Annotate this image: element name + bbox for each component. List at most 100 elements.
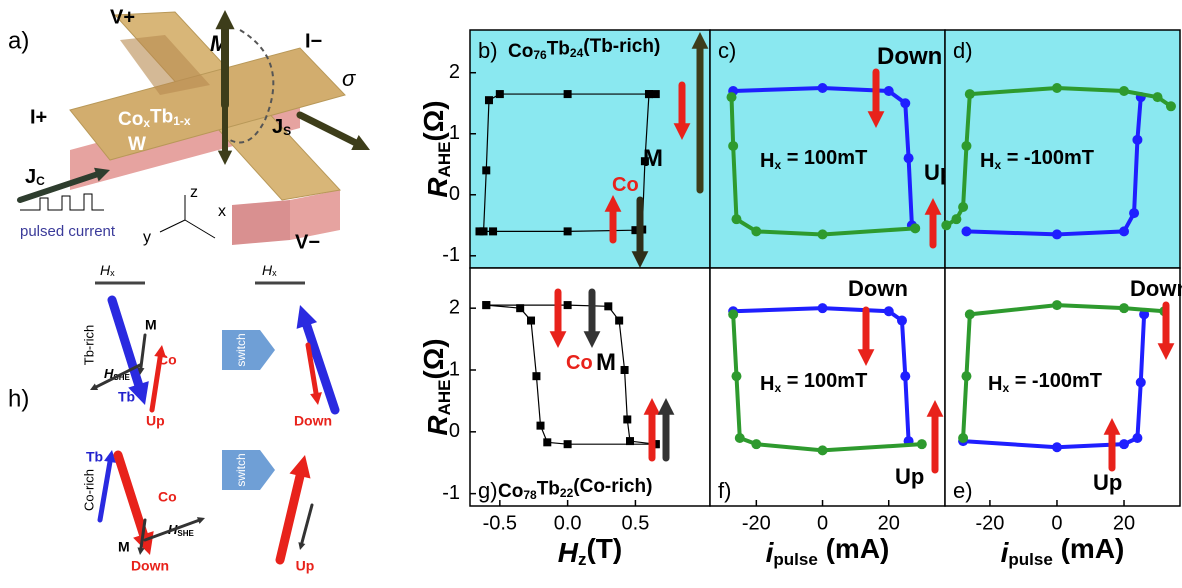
label-part: J <box>25 166 36 188</box>
label-part: Tb <box>150 107 173 128</box>
label-part: 76 <box>533 48 547 62</box>
x-tick-label: 0.5 <box>622 512 650 534</box>
panel-label: d) <box>953 38 973 63</box>
arrow-head <box>310 392 322 405</box>
arrow-head <box>926 400 944 417</box>
label: x <box>218 203 226 220</box>
label: z <box>190 184 198 201</box>
label-part: Down <box>1130 276 1182 301</box>
arrow-head <box>673 123 691 140</box>
label: Up <box>296 558 315 574</box>
panel-label: g) <box>478 478 498 503</box>
arrow-head <box>924 198 942 215</box>
point <box>620 366 629 374</box>
label: V+ <box>110 6 135 28</box>
slab-core <box>120 35 210 95</box>
arrow-head <box>137 547 145 555</box>
label: Down <box>294 413 332 429</box>
label-part: = -100mT <box>1009 370 1102 392</box>
label: I− <box>305 30 322 52</box>
point <box>951 214 962 225</box>
point <box>964 309 975 320</box>
point <box>1119 226 1130 237</box>
point <box>817 229 828 240</box>
label-part: Co <box>118 109 143 130</box>
label: h) <box>8 385 29 412</box>
point <box>728 309 739 320</box>
series-line <box>733 306 911 442</box>
point <box>644 90 653 99</box>
arrow-head <box>128 381 149 405</box>
point <box>817 303 828 314</box>
point <box>651 440 660 449</box>
label-part: Tb <box>537 479 560 500</box>
label: CoxTb1-x <box>118 107 191 131</box>
y-tick-label: 2 <box>449 296 460 318</box>
label-part: x <box>994 158 1001 172</box>
annotation: M <box>643 145 663 172</box>
label-part: M <box>596 349 616 376</box>
point <box>1051 82 1062 93</box>
label-part: = -100mT <box>1001 147 1094 169</box>
label-part: x <box>774 381 781 395</box>
axis-y <box>159 219 186 233</box>
annotation: Co <box>612 174 639 196</box>
point <box>1119 86 1130 97</box>
arrow-shaft <box>107 295 144 389</box>
point <box>1135 377 1146 388</box>
point <box>1129 208 1140 219</box>
label-part: x <box>774 158 781 172</box>
point <box>961 371 972 382</box>
annotation: Hx = -100mT <box>988 370 1102 395</box>
point <box>726 92 737 103</box>
label-part: pulse <box>773 550 817 569</box>
slab-side <box>290 190 340 240</box>
slab-side <box>232 200 290 245</box>
label-part: H <box>760 373 774 395</box>
panel-label: b) <box>478 38 498 63</box>
label-part: Co <box>498 481 523 502</box>
label: σ <box>342 66 356 91</box>
point <box>900 371 911 382</box>
arrow-shaft <box>302 320 340 415</box>
label: a) <box>8 27 29 54</box>
point <box>631 226 640 235</box>
switch-arrow <box>222 330 275 370</box>
arrow-head <box>857 349 875 366</box>
label: Hx <box>100 262 115 279</box>
arrow-head <box>583 331 601 348</box>
label-part: SHE <box>113 373 130 382</box>
y-tick-label: -1 <box>442 244 460 266</box>
label-part: x <box>1002 381 1009 395</box>
panel-label: f) <box>718 478 731 503</box>
x-tick-label: -20 <box>742 512 771 534</box>
series-line <box>962 314 1147 450</box>
panel-title: Co76Tb24(Tb-rich) <box>508 36 660 62</box>
series-line <box>729 97 916 237</box>
label-part: M <box>643 145 663 172</box>
panel-label: c) <box>718 38 736 63</box>
annotation: Hx = 100mT <box>760 370 867 395</box>
arrow-shaft <box>296 111 359 146</box>
label: Hx <box>262 262 277 279</box>
label-part: H <box>980 150 994 172</box>
point <box>640 157 649 166</box>
annotation: M <box>596 349 616 376</box>
label-part: Up <box>1093 470 1122 495</box>
arrow-head <box>1157 343 1175 360</box>
point <box>484 96 493 105</box>
arrow-head <box>657 398 675 415</box>
point <box>482 166 491 175</box>
label-part: R <box>422 415 453 436</box>
point <box>1051 442 1062 453</box>
series-line <box>961 303 1165 439</box>
point <box>916 439 927 450</box>
point <box>731 214 742 225</box>
point <box>817 82 828 93</box>
x-axis-label: ipulse (mA) <box>1001 534 1125 570</box>
label-part: Co <box>508 41 533 62</box>
label-part: SHE <box>177 529 194 538</box>
label-part: Up <box>895 464 924 489</box>
point <box>651 90 660 99</box>
